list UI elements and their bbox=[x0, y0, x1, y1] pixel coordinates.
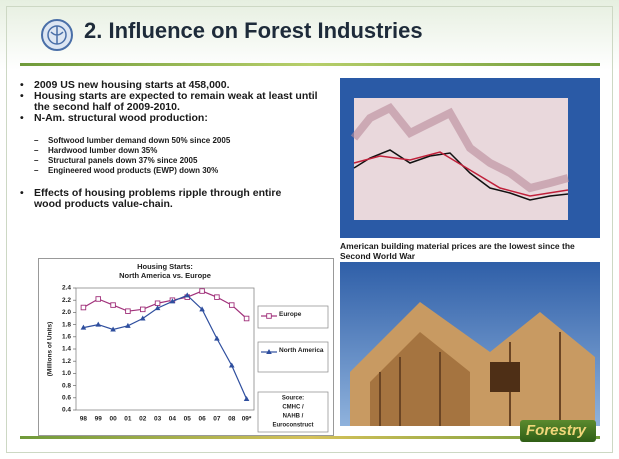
bullet-text: 2009 US new housing starts at 458,000. bbox=[34, 79, 230, 91]
title: 2. Influence on Forest Industries bbox=[84, 18, 423, 43]
y-tick-label: 2.0 bbox=[62, 309, 71, 316]
header-band bbox=[0, 0, 619, 70]
source-box bbox=[257, 391, 329, 433]
legend-label: Europe bbox=[279, 311, 302, 318]
logo-badge bbox=[520, 420, 596, 442]
sub-bullet: – Structural panels down 37% since 2005 bbox=[34, 156, 198, 165]
bullet-text: N-Am. structural wood production: bbox=[34, 112, 208, 124]
frame bbox=[6, 6, 613, 453]
y-tick-label: 1.2 bbox=[62, 358, 71, 365]
sub-bullet: – Engineered wood products (EWP) down 30% bbox=[34, 166, 219, 175]
bullet-list: • 2009 US new housing starts at 458,000. … bbox=[20, 80, 330, 210]
sub-text: Softwood lumber demand down 50% since 20… bbox=[48, 136, 231, 145]
sub-text: Engineered wood products (EWP) down 30% bbox=[48, 166, 219, 175]
chart-subtitle: North America vs. Europe bbox=[119, 271, 211, 280]
legend-entry: North America bbox=[279, 347, 324, 354]
point bbox=[243, 315, 250, 322]
y-tick-label: 0.4 bbox=[62, 407, 71, 414]
y-axis-label: (Millions of Units) bbox=[47, 322, 54, 377]
point bbox=[199, 306, 205, 312]
point bbox=[125, 322, 131, 328]
point bbox=[199, 288, 205, 294]
point bbox=[154, 305, 161, 311]
title-rule bbox=[20, 63, 600, 66]
plot-area bbox=[75, 287, 255, 411]
price-chart-image bbox=[340, 78, 600, 238]
x-tick-label: 05 bbox=[184, 416, 192, 423]
point bbox=[139, 315, 146, 321]
x-tick-label: 07 bbox=[213, 416, 221, 423]
legend-label: North America bbox=[279, 347, 324, 354]
legend-marker bbox=[266, 349, 272, 354]
x-tick-label: 98 bbox=[80, 416, 88, 423]
y-tick-label: 2.2 bbox=[62, 297, 71, 304]
point bbox=[228, 362, 235, 368]
point bbox=[110, 302, 116, 308]
point bbox=[125, 308, 131, 314]
logo-icon bbox=[41, 19, 73, 51]
point bbox=[169, 298, 176, 304]
legend-entry: Europe bbox=[279, 311, 302, 318]
y-tick-label: 0.6 bbox=[62, 395, 71, 402]
bullet: • Housing starts are expected to remain w… bbox=[20, 90, 318, 113]
sub-bullet: – Hardwood lumber down 35% bbox=[34, 146, 158, 155]
x-tick-label: 08 bbox=[228, 416, 236, 423]
x-tick-label: 06 bbox=[198, 416, 206, 423]
point bbox=[214, 294, 220, 300]
sub-list: – Softwood lumber demand down 50% since 2… bbox=[20, 136, 330, 176]
y-tick-label: 1.0 bbox=[62, 370, 71, 377]
x-tick-label: 99 bbox=[95, 416, 103, 423]
logo-text: Forestry bbox=[526, 422, 587, 439]
y-tick-label: 1.4 bbox=[62, 346, 71, 353]
y-tick-label: 0.8 bbox=[62, 382, 71, 389]
sub-bullet: – Softwood lumber demand down 50% since 2… bbox=[34, 136, 231, 145]
point bbox=[154, 300, 161, 307]
x-tick-label: 09* bbox=[242, 416, 252, 423]
point bbox=[228, 302, 235, 308]
legend-box bbox=[257, 341, 329, 373]
source-text: NAHB / bbox=[283, 414, 304, 420]
point bbox=[80, 324, 87, 330]
chart-title: Housing Starts: bbox=[137, 262, 193, 271]
y-tick-label: 1.6 bbox=[62, 334, 71, 341]
x-tick-label: 02 bbox=[139, 416, 147, 423]
bullet-text: Effects of housing problems ripple throu… bbox=[34, 187, 282, 210]
x-tick-label: 04 bbox=[169, 416, 177, 423]
bullet: • 2009 US new housing starts at 458,000. bbox=[20, 79, 230, 91]
point bbox=[214, 335, 220, 341]
sub-text: Structural panels down 37% since 2005 bbox=[48, 156, 198, 165]
point bbox=[80, 304, 87, 311]
point bbox=[139, 306, 146, 313]
source-text: CMHC / bbox=[282, 405, 304, 411]
x-tick-label: 01 bbox=[124, 416, 132, 423]
x-tick-label: 03 bbox=[154, 416, 162, 423]
bullet: • Effects of housing problems ripple thro… bbox=[20, 187, 282, 210]
caption: American building material prices are th… bbox=[340, 241, 575, 261]
y-tick-label: 1.8 bbox=[62, 321, 71, 328]
y-tick-label: 2.4 bbox=[62, 285, 71, 292]
point bbox=[110, 326, 116, 332]
x-tick-label: 00 bbox=[109, 416, 117, 423]
legend-box bbox=[257, 305, 329, 329]
legend-marker bbox=[266, 313, 272, 319]
source-text: Euroconstruct bbox=[272, 423, 313, 429]
point bbox=[184, 292, 191, 298]
series-line bbox=[83, 294, 248, 400]
bullet-text: Housing starts are expected to remain we… bbox=[34, 90, 318, 113]
house-photo bbox=[340, 262, 600, 426]
point bbox=[95, 296, 102, 302]
footer-rule bbox=[20, 436, 600, 439]
source-text: Source: bbox=[282, 396, 304, 402]
point bbox=[243, 396, 250, 402]
point bbox=[95, 321, 102, 327]
bullet: • N-Am. structural wood production: bbox=[20, 112, 208, 124]
sub-text: Hardwood lumber down 35% bbox=[48, 146, 158, 155]
chart: Housing Starts: North America vs. Europe… bbox=[47, 262, 329, 433]
